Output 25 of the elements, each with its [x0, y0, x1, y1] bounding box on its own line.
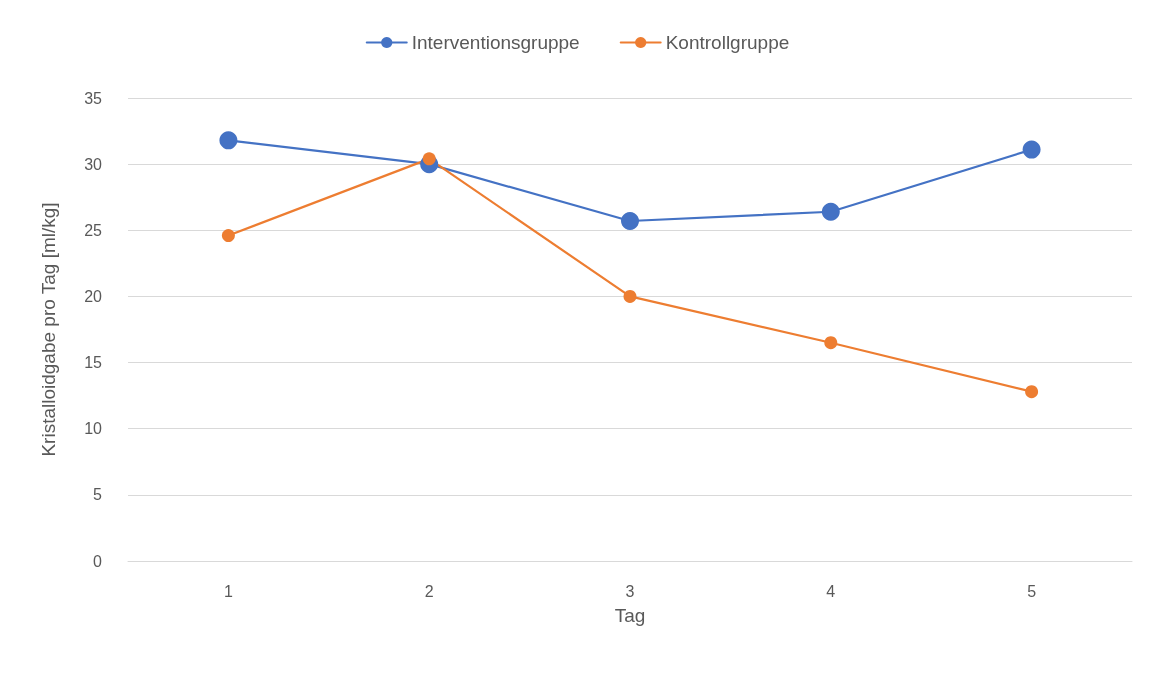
y-axis-title: Kristalloidgabe pro Tag [ml/kg] [38, 202, 59, 457]
y-tick-label: 5 [93, 486, 103, 504]
x-tick-label: 5 [1027, 582, 1037, 600]
y-tick-label: 20 [84, 287, 103, 305]
x-axis-title: Tag [614, 605, 646, 626]
point [221, 229, 235, 243]
x-tick-label: 2 [424, 582, 434, 600]
y-tick-label: 0 [93, 552, 103, 570]
y-tick-label: 30 [84, 155, 103, 173]
point [623, 289, 637, 303]
point [219, 131, 238, 150]
x-tick-label: 4 [826, 582, 836, 600]
x-tick-label: 1 [223, 582, 233, 600]
point [821, 202, 840, 221]
point [621, 212, 639, 231]
point [1025, 385, 1039, 399]
legend-label: Interventionsgruppe [411, 32, 580, 53]
point [1022, 140, 1041, 159]
legend-label: Kontrollgruppe [665, 32, 790, 53]
y-tick-label: 25 [84, 221, 103, 239]
y-tick-label: 15 [84, 354, 103, 372]
y-tick-label: 35 [84, 89, 103, 107]
y-tick-label: 10 [84, 420, 103, 438]
x-tick-label: 3 [625, 582, 635, 600]
point [824, 336, 838, 350]
